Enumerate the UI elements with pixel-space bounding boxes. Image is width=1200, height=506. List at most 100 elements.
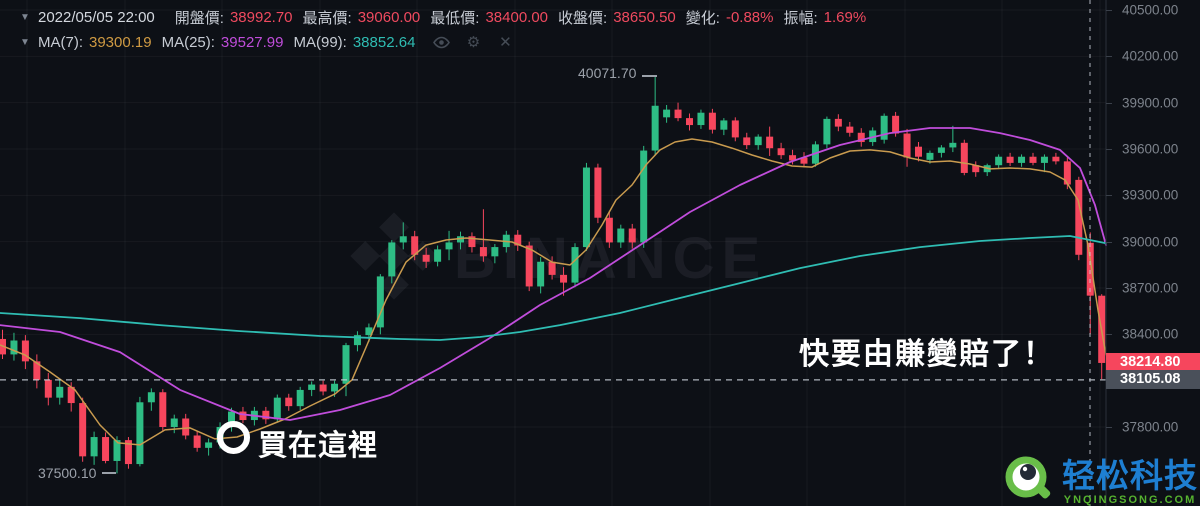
close-label: 收盤價: — [558, 10, 608, 27]
candle-body — [434, 249, 442, 262]
candle-body — [1075, 179, 1083, 255]
candle-body — [102, 437, 110, 461]
price-tick-mark — [1106, 334, 1112, 336]
peak-label-dash — [642, 75, 657, 77]
candle-body — [915, 146, 922, 157]
candle-body — [147, 392, 155, 403]
candle-body — [571, 247, 579, 283]
candle-body — [10, 340, 18, 355]
gear-icon[interactable]: ⚙ — [466, 34, 481, 51]
buy-here-circle[interactable] — [217, 421, 250, 454]
candle-body — [193, 435, 201, 448]
candle-body — [205, 442, 213, 448]
price-tick-mark — [1106, 148, 1112, 150]
ma25-value: 39527.99 — [220, 33, 284, 51]
price-tick-label: 39900.00 — [1122, 95, 1179, 111]
candle-body — [949, 142, 957, 148]
candle-body — [514, 234, 522, 246]
candle-body — [777, 148, 785, 156]
close-value: 38650.50 — [613, 9, 676, 26]
price-tick-mark — [1106, 56, 1112, 58]
price-tick-label: 40500.00 — [1122, 2, 1179, 18]
low-label: 最低價: — [430, 10, 480, 27]
candle-body — [479, 247, 487, 257]
price-tick-mark — [1106, 195, 1112, 197]
collapse-caret-icon[interactable]: ▼ — [20, 12, 30, 23]
grid-lines — [0, 0, 1106, 506]
candle-body — [342, 345, 350, 384]
candle-body — [1052, 156, 1060, 162]
price-axis[interactable]: 40500.00 40200.00 39900.00 39600.00 39300.00… — [1106, 0, 1200, 506]
candle-body — [960, 142, 968, 173]
candle-body — [468, 236, 476, 248]
candle-body — [995, 156, 1003, 166]
candle-body — [319, 384, 327, 392]
candle-body — [823, 118, 831, 145]
candles — [0, 76, 1106, 474]
candle-body — [731, 120, 739, 138]
candle-body — [869, 130, 877, 143]
ma-line-MA(99) — [0, 235, 1107, 341]
brand-logo-icon — [1004, 449, 1060, 506]
price-tick-label: 38700.00 — [1122, 280, 1179, 296]
price-tick-mark — [1106, 102, 1112, 104]
candle-body — [388, 242, 396, 277]
candle-body — [972, 165, 980, 173]
candle-body — [560, 274, 568, 283]
candle-body — [594, 167, 602, 218]
candle-body — [1006, 156, 1014, 163]
candle-body — [21, 340, 29, 362]
ma-collapse-caret-icon[interactable]: ▼ — [20, 36, 30, 48]
crosshair-price-badge: 38105.08 — [1106, 370, 1200, 390]
candle-body — [376, 276, 384, 328]
candle-body — [159, 392, 167, 427]
candle-body — [857, 132, 865, 143]
price-tick-mark — [1106, 10, 1112, 11]
candle-body — [708, 112, 716, 130]
open-label: 開盤價: — [174, 10, 224, 27]
candle-body — [296, 389, 304, 407]
change-label: 變化: — [685, 10, 720, 27]
candle-body — [697, 112, 705, 126]
candle-body — [262, 410, 270, 420]
ma99-label: MA(99): — [293, 33, 347, 51]
candle-body — [239, 411, 247, 421]
site-brand: 轻松科技 YNQINGSONG.COM — [1004, 449, 1198, 506]
candle-body — [411, 236, 419, 255]
low-value: 38400.00 — [485, 9, 549, 26]
candle-body — [44, 379, 52, 398]
candle-body — [720, 120, 728, 130]
close-icon[interactable]: ✕ — [499, 34, 512, 51]
last-price-badge: 38214.80 — [1106, 353, 1200, 373]
brand-domain: YNQINGSONG.COM — [1063, 494, 1197, 506]
candle-body — [353, 335, 361, 346]
candle-body — [582, 167, 590, 248]
ma-indicator-header: ▼ MA(7): 39300.19 MA(25): 39527.99 MA(99… — [12, 32, 515, 52]
candle-body — [90, 437, 98, 457]
candle-body — [1086, 242, 1094, 296]
low-price-label: 37500.10 — [38, 465, 97, 481]
candle-body — [834, 118, 842, 127]
candle-body — [228, 411, 235, 427]
ma99-value: 38852.64 — [352, 33, 416, 51]
candle-body — [640, 150, 648, 243]
price-tick-mark — [1106, 287, 1112, 289]
candle-body — [686, 118, 693, 126]
price-tick-label: 39600.00 — [1122, 141, 1179, 157]
candle-body — [67, 386, 75, 404]
high-value: 39060.00 — [357, 9, 421, 26]
candle-body — [880, 115, 888, 140]
candle-body — [182, 418, 190, 436]
candle-body — [926, 152, 934, 160]
candle-body — [892, 115, 900, 134]
candle-body — [605, 217, 613, 243]
candle-body — [331, 383, 339, 392]
ma-line-MA(25) — [0, 127, 1107, 421]
peak-price-label: 40071.70 — [578, 65, 637, 81]
candle-body — [457, 236, 464, 243]
eye-icon[interactable] — [431, 32, 451, 52]
open-value: 38992.70 — [229, 9, 293, 26]
candle-body — [365, 327, 373, 336]
